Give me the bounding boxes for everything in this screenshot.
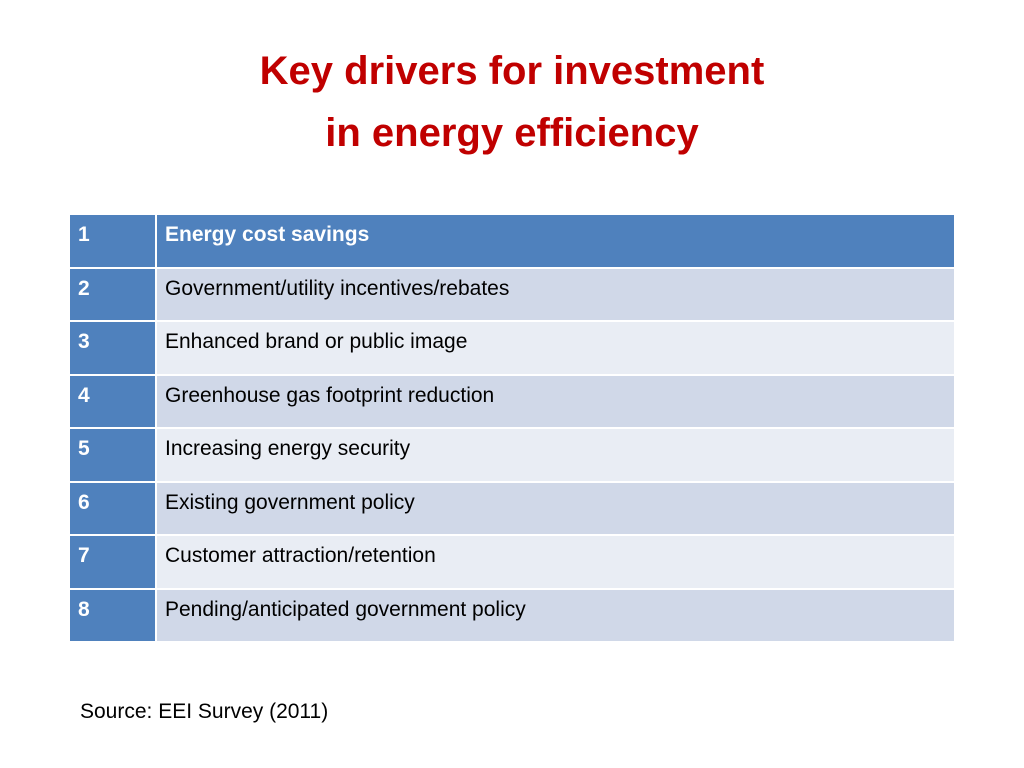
rank-cell: 7 bbox=[68, 534, 157, 590]
driver-cell: Energy cost savings bbox=[155, 213, 956, 269]
rank-cell: 1 bbox=[68, 213, 157, 269]
rank-cell: 4 bbox=[68, 373, 157, 429]
table-row: 4 Greenhouse gas footprint reduction bbox=[68, 373, 956, 429]
table-row: 8 Pending/anticipated government policy bbox=[68, 587, 956, 643]
rank-cell: 5 bbox=[68, 427, 157, 483]
rank-cell: 3 bbox=[68, 320, 157, 376]
rank-cell: 6 bbox=[68, 480, 157, 536]
title-line: Key drivers for investment bbox=[259, 49, 765, 93]
table-row: 1 Energy cost savings bbox=[68, 213, 956, 269]
source-note: Source: EEI Survey (2011) bbox=[80, 700, 329, 723]
table-row: 6 Existing government policy bbox=[68, 480, 956, 536]
table-row: 3 Enhanced brand or public image bbox=[68, 320, 956, 376]
table-row: 5 Increasing energy security bbox=[68, 427, 956, 483]
title-line: in energy efficiency bbox=[325, 111, 699, 155]
driver-cell: Pending/anticipated government policy bbox=[155, 587, 956, 643]
driver-cell: Customer attraction/retention bbox=[155, 534, 956, 590]
table-row: 7 Customer attraction/retention bbox=[68, 534, 956, 590]
table-row: 2 Government/utility incentives/rebates bbox=[68, 266, 956, 322]
drivers-table: 1 Energy cost savings 2 Government/utility … bbox=[68, 213, 956, 643]
driver-cell: Enhanced brand or public image bbox=[155, 320, 956, 376]
rank-cell: 8 bbox=[68, 587, 157, 643]
driver-cell: Existing government policy bbox=[155, 480, 956, 536]
driver-cell: Government/utility incentives/rebates bbox=[155, 266, 956, 322]
title: Key drivers for investment in energy eff… bbox=[0, 40, 1024, 164]
rank-cell: 2 bbox=[68, 266, 157, 322]
driver-cell: Greenhouse gas footprint reduction bbox=[155, 373, 956, 429]
driver-cell: Increasing energy security bbox=[155, 427, 956, 483]
